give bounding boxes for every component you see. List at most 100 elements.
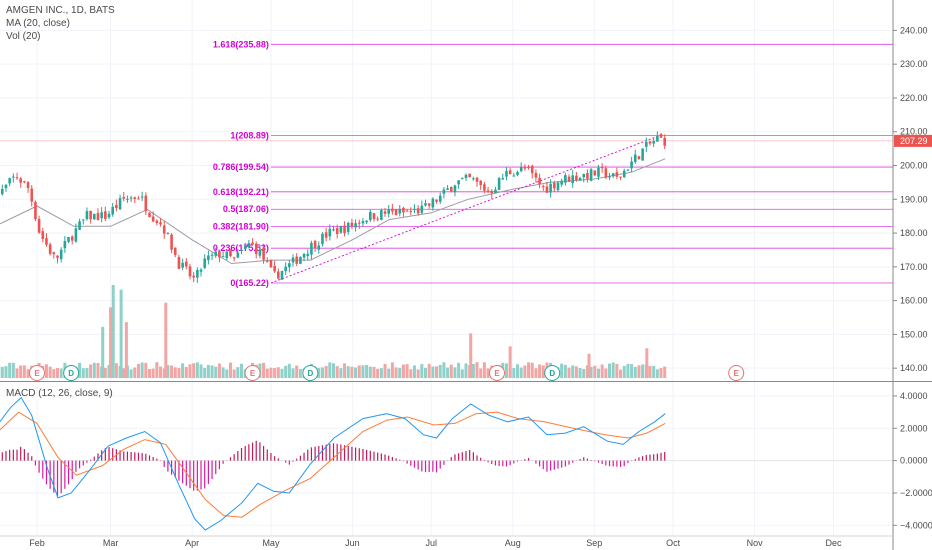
candle-body [648, 141, 652, 144]
candle-body [45, 238, 48, 245]
volume-bar [600, 364, 604, 378]
candle-body [140, 196, 144, 198]
candle-body [247, 243, 251, 248]
candle-body [427, 203, 431, 206]
volume-bar [133, 367, 137, 378]
candle-body [564, 175, 567, 183]
fibonacci-retracement[interactable]: 1.618(235.88) 1(208.89) 0.786(199.54) 0.618… [0, 39, 893, 288]
candle-body [192, 275, 195, 278]
candle-body [104, 211, 107, 219]
volume-bar [85, 367, 89, 378]
candle-body [361, 221, 365, 224]
candle-body [560, 180, 563, 185]
volume-bar [206, 364, 210, 378]
volume-bar [619, 369, 623, 378]
macd-pane[interactable] [0, 396, 893, 531]
grid-lines [0, 0, 893, 535]
ma-20-line [0, 158, 666, 265]
candle-body [372, 213, 376, 220]
candle-body [70, 236, 74, 241]
volume-bar [519, 367, 523, 378]
candle-body [512, 175, 516, 177]
volume-bar [287, 363, 291, 378]
volume-bar [615, 363, 619, 378]
volume-spike-bar [124, 322, 128, 378]
candle-body [472, 178, 475, 180]
volume-bar [317, 367, 321, 378]
x-tick-label: May [262, 538, 280, 548]
candle-body [78, 221, 81, 230]
volume-bar [574, 366, 578, 378]
volume-bar [107, 365, 111, 378]
candle-body [475, 177, 479, 182]
dividend-event-label: D [307, 369, 313, 378]
trend-line[interactable] [270, 135, 661, 284]
volume-bar [276, 367, 280, 378]
candle-body [129, 197, 133, 199]
volume-bar [148, 368, 152, 378]
volume-bar [232, 369, 236, 378]
y-tick-label: 140.00 [900, 363, 928, 373]
candle-body [144, 195, 148, 212]
candle-body [317, 245, 321, 250]
candle-body [523, 167, 527, 169]
volume-bar [538, 364, 542, 378]
volume-bar [453, 367, 457, 378]
volume-bar [527, 362, 531, 378]
dividend-event-marker [544, 365, 561, 381]
candle-body [41, 231, 45, 239]
y-tick-label: 230.00 [900, 59, 928, 69]
volume-bar [332, 363, 336, 378]
volume-legend[interactable]: Vol (20) [6, 31, 41, 42]
candle-body [376, 218, 379, 220]
candle-body [619, 176, 622, 178]
volume-spike-bar [111, 285, 115, 378]
volume-bar [368, 366, 372, 378]
volume-bar [96, 363, 100, 378]
candle-body [589, 169, 593, 181]
candle-body [343, 225, 346, 234]
y-tick-label: 190.00 [900, 194, 928, 204]
volume-bar [203, 367, 207, 378]
fib-level-label: 1(208.89) [230, 130, 269, 140]
volume-bar [460, 369, 464, 378]
y-tick-label: 180.00 [900, 228, 928, 238]
volume-bar [295, 365, 299, 378]
candle-body [575, 175, 578, 181]
candle-body [170, 234, 173, 250]
volume-bar [159, 366, 163, 378]
candle-body [586, 172, 589, 179]
volume-bar [0, 366, 4, 378]
volume-bar [166, 365, 170, 378]
volume-bar [192, 363, 196, 378]
y-tick-label: 150.00 [900, 329, 928, 339]
macd-line [0, 396, 666, 531]
macd-title[interactable]: MACD (12, 26, close, 9) [6, 388, 113, 399]
candle-body [302, 253, 306, 258]
candle-body [416, 208, 420, 214]
ma-legend[interactable]: MA (20, close) [6, 18, 70, 29]
volume-bar [210, 365, 214, 378]
candle-body [545, 186, 549, 193]
volume-bar [435, 366, 439, 378]
candle-body [118, 198, 122, 210]
volume-bar [630, 364, 634, 378]
candle-body [449, 186, 453, 192]
x-tick-label: Sep [586, 538, 602, 548]
volume-bar [464, 363, 468, 378]
volume-bar [240, 363, 244, 378]
candle-body [207, 255, 210, 261]
volume-bar [622, 365, 626, 378]
volume-bar [8, 362, 12, 378]
volume-bar [129, 369, 133, 378]
candle-body [516, 171, 519, 175]
candlestick-series[interactable] [0, 131, 667, 283]
candle-body [549, 183, 552, 193]
candle-body [380, 210, 383, 220]
symbol-title[interactable]: AMGEN INC., 1D, BATS [6, 5, 115, 16]
volume-bar [648, 366, 652, 378]
fib-level-label: 0.618(192.21) [213, 187, 269, 197]
